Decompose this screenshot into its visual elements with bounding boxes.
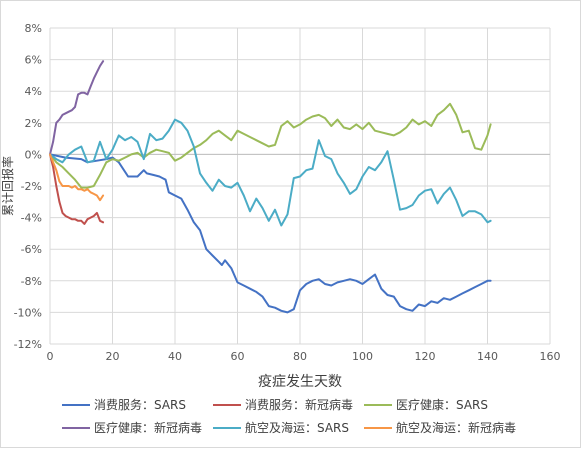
- y-tick-label: -12%: [14, 338, 42, 351]
- y-tick-label: 4%: [25, 85, 42, 98]
- legend-label: 医疗健康：SARS: [396, 397, 488, 412]
- series-line-2: [49, 153, 105, 225]
- series-line-6: [49, 153, 105, 202]
- x-tick-label: 20: [106, 350, 120, 363]
- x-tick-label: 60: [231, 350, 245, 363]
- series-line-5: [49, 118, 492, 227]
- y-tick-label: -6%: [21, 243, 42, 256]
- legend-label: 消费服务：新冠病毒: [245, 397, 353, 412]
- legend-label: 消费服务：SARS: [94, 397, 186, 412]
- x-tick-label: 80: [293, 350, 307, 363]
- series-line-3: [49, 102, 492, 189]
- x-axis-title: 疫症发生天数: [258, 374, 342, 390]
- y-tick-label: -4%: [21, 212, 42, 225]
- series-line-1: [49, 153, 492, 314]
- x-tick-label: 140: [477, 350, 498, 363]
- legend-label: 医疗健康：新冠病毒: [94, 420, 202, 435]
- plot-area: [49, 60, 492, 314]
- y-tick-label: -8%: [21, 275, 42, 288]
- x-tick-label: 0: [47, 350, 54, 363]
- series-line-4: [49, 60, 105, 156]
- y-tick-label: 6%: [25, 54, 42, 67]
- y-axis-tick-labels: -12% -10% -8% -6% -4% -2% 0% 2% 4% 6% 8%: [14, 22, 42, 351]
- y-axis-title: 累计回报率: [0, 156, 15, 216]
- legend-label: 航空及海运：新冠病毒: [396, 420, 516, 435]
- y-tick-label: 2%: [25, 117, 42, 130]
- x-axis-tick-labels: 0 20 40 60 80 100 120 140 160: [47, 350, 561, 363]
- y-tick-label: 0%: [25, 148, 42, 161]
- y-tick-label: -2%: [21, 180, 42, 193]
- x-tick-label: 120: [415, 350, 436, 363]
- x-tick-label: 40: [168, 350, 182, 363]
- legend: 消费服务：SARS 消费服务：新冠病毒 医疗健康：SARS 医疗健康：新冠病毒 航空及海…: [62, 397, 516, 435]
- y-tick-label: -10%: [14, 306, 42, 319]
- y-tick-label: 8%: [25, 22, 42, 35]
- x-tick-label: 160: [540, 350, 561, 363]
- legend-label: 航空及海运：SARS: [245, 420, 349, 435]
- gridlines: [49, 27, 551, 345]
- x-tick-label: 100: [352, 350, 373, 363]
